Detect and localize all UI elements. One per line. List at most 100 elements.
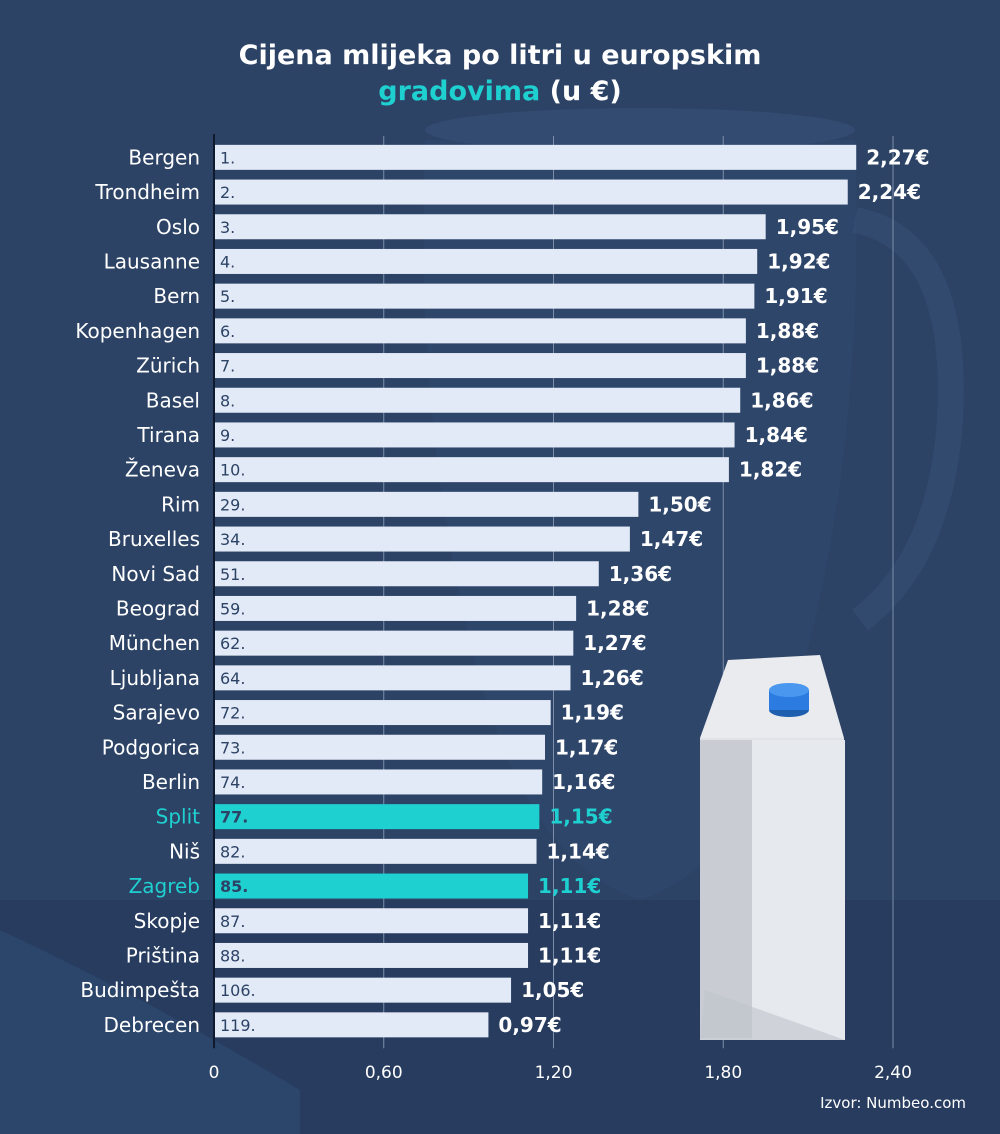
category-label: Lausanne — [104, 249, 200, 273]
bar — [214, 1012, 489, 1038]
rank-label: 59. — [220, 599, 245, 618]
value-label: 1,14€ — [547, 839, 610, 863]
bar — [214, 873, 529, 899]
bar — [214, 734, 546, 760]
bar-row: Novi Sad 51. 1,36€ — [111, 561, 672, 587]
value-label: 2,24€ — [858, 180, 921, 204]
bar — [214, 353, 746, 379]
rank-label: 2. — [220, 183, 235, 202]
rank-label: 34. — [220, 530, 245, 549]
rank-label: 77. — [220, 808, 248, 827]
value-label: 1,91€ — [764, 284, 827, 308]
bar-row: Split 77. 1,15€ — [156, 804, 613, 830]
bar-row: Oslo 3. 1,95€ — [156, 214, 839, 240]
category-label: Bern — [153, 284, 200, 308]
value-label: 1,86€ — [750, 388, 813, 412]
bar-row: Basel 8. 1,86€ — [146, 387, 813, 413]
chart-title-accent: gradovima — [378, 76, 541, 107]
source-note: Izvor: Numbeo.com — [820, 1094, 966, 1112]
value-label: 1,05€ — [521, 978, 584, 1002]
bar — [214, 630, 574, 656]
category-label: Bergen — [128, 145, 200, 169]
value-label: 2,27€ — [866, 145, 929, 169]
x-axis: 0 0,60 1,20 1,80 2,40 — [209, 134, 912, 1083]
bar — [214, 665, 571, 691]
value-label: 1,19€ — [561, 701, 624, 725]
rank-label: 9. — [220, 426, 235, 445]
bar-row: Ljubljana 64. 1,26€ — [110, 665, 644, 691]
value-label: 1,88€ — [756, 319, 819, 343]
bar — [214, 387, 741, 413]
rank-label: 1. — [220, 148, 235, 167]
chart-title-rest: (u €) — [540, 76, 622, 107]
bar-row: Lausanne 4. 1,92€ — [104, 248, 830, 274]
bar-row: Kopenhagen 6. 1,88€ — [75, 318, 819, 344]
x-tick-label: 0 — [209, 1063, 220, 1083]
category-label: Beograd — [116, 596, 200, 620]
value-label: 1,28€ — [586, 596, 649, 620]
rank-label: 64. — [220, 669, 245, 688]
chart-title-line-1: Cijena mlijeka po litri u europskim — [238, 40, 762, 71]
value-label: 1,16€ — [552, 770, 615, 794]
category-label: Trondheim — [94, 180, 200, 204]
bar-row: München 62. 1,27€ — [109, 630, 647, 656]
category-label: Priština — [126, 943, 200, 967]
bar — [214, 942, 529, 968]
bar-row: Bern 5. 1,91€ — [153, 283, 828, 309]
category-label: Kopenhagen — [75, 319, 200, 343]
bar-row: Debrecen 119. 0,97€ — [104, 1012, 562, 1038]
category-label: Ljubljana — [110, 666, 200, 690]
chart-title-line-2: gradovima (u €) — [0, 76, 1000, 107]
bar-row: Trondheim 2. 2,24€ — [94, 179, 921, 205]
rank-label: 106. — [220, 981, 256, 1000]
rank-label: 29. — [220, 495, 245, 514]
bar — [214, 248, 758, 274]
category-label: Skopje — [134, 909, 200, 933]
value-label: 1,15€ — [549, 805, 612, 829]
category-label: Zürich — [136, 354, 200, 378]
rank-label: 88. — [220, 946, 245, 965]
category-label: Zagreb — [129, 874, 200, 898]
rank-label: 51. — [220, 565, 245, 584]
rank-label: 85. — [220, 877, 248, 896]
category-label: Podgorica — [102, 735, 200, 759]
bar-row: Budimpešta 106. 1,05€ — [80, 977, 584, 1003]
bar-row: Rim 29. 1,50€ — [161, 491, 712, 517]
category-label: München — [109, 631, 200, 655]
bar — [214, 318, 746, 344]
bar-row: Berlin 74. 1,16€ — [142, 769, 615, 795]
bar — [214, 561, 599, 587]
rank-label: 4. — [220, 252, 235, 271]
value-label: 1,11€ — [538, 874, 601, 898]
category-label: Tirana — [136, 423, 200, 447]
category-label: Sarajevo — [113, 701, 200, 725]
bar — [214, 595, 577, 621]
category-label: Rim — [161, 492, 200, 516]
value-label: 1,88€ — [756, 354, 819, 378]
bar-row: Priština 88. 1,11€ — [126, 942, 601, 968]
rank-label: 73. — [220, 738, 245, 757]
value-label: 1,82€ — [739, 458, 802, 482]
value-label: 1,95€ — [776, 215, 839, 239]
bar-row: Beograd 59. 1,28€ — [116, 595, 649, 621]
bar — [214, 422, 735, 448]
bar — [214, 700, 551, 726]
bar-row: Bruxelles 34. 1,47€ — [108, 526, 703, 552]
rank-label: 119. — [220, 1016, 256, 1035]
rank-label: 72. — [220, 704, 245, 723]
value-label: 1,11€ — [538, 909, 601, 933]
rank-label: 87. — [220, 912, 245, 931]
bar — [214, 491, 639, 517]
rank-label: 74. — [220, 773, 245, 792]
rank-label: 3. — [220, 218, 235, 237]
bar-row: Zürich 7. 1,88€ — [136, 353, 819, 379]
category-label: Bruxelles — [108, 527, 200, 551]
value-label: 1,26€ — [580, 666, 643, 690]
rank-label: 6. — [220, 322, 235, 341]
bar — [214, 214, 766, 240]
value-label: 1,50€ — [648, 492, 711, 516]
category-label: Berlin — [142, 770, 200, 794]
bar — [214, 908, 529, 934]
bar-row: Niš 82. 1,14€ — [169, 838, 610, 864]
bar-row: Zagreb 85. 1,11€ — [129, 873, 601, 899]
